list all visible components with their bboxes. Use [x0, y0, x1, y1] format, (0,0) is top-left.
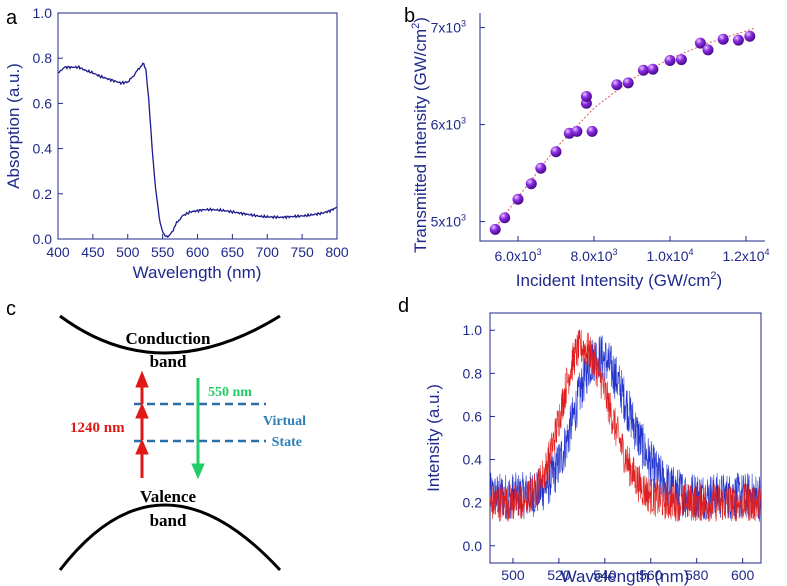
- chart-a-xtick-label: 750: [290, 244, 314, 260]
- chart-a-ylabel: Absorption (a.u.): [4, 63, 23, 189]
- chart-d-frame: [489, 312, 762, 564]
- chart-a-absorption-line: [57, 62, 338, 239]
- conduction-label: Conduction: [125, 329, 211, 348]
- chart-a-xtick-label: 600: [186, 244, 210, 260]
- chart-b-point: [637, 64, 649, 76]
- state-label: State: [272, 435, 302, 450]
- pump-wavelength-label: 1240 nm: [70, 420, 125, 436]
- conduction-band-curve: [59, 314, 281, 355]
- chart-b-point: [647, 63, 659, 75]
- band-diagram: Conduction band Valence band Virtual Sta…: [58, 314, 306, 572]
- chart-b-ytick-label: 6x103: [431, 116, 466, 133]
- chart-a-ytick-label: 0.8: [33, 50, 53, 66]
- chart-d-ytick-label: 1.0: [463, 322, 483, 338]
- chart-d-xtick-label: 580: [685, 567, 709, 583]
- panel-label-a: a: [6, 7, 18, 29]
- panel-label-d: d: [398, 295, 409, 317]
- chart-d: Wavelength (nm) Intensity (a.u.) 500 520 5…: [424, 312, 762, 586]
- chart-b-point: [586, 125, 598, 137]
- panel-label-c: c: [6, 298, 16, 320]
- chart-b-point: [675, 54, 687, 66]
- chart-a-xlabel: Wavelength (nm): [133, 263, 262, 282]
- chart-b-xtick-label: 1.2x104: [722, 247, 769, 264]
- chart-b-point: [571, 125, 583, 137]
- chart-a-xtick-label: 500: [116, 244, 140, 260]
- panel-label-b: b: [404, 5, 415, 27]
- chart-a-ytick-label: 0.0: [33, 231, 53, 247]
- chart-b-xtick-label: 6.0x103: [494, 247, 541, 264]
- chart-d-ylabel: Intensity (a.u.): [424, 384, 443, 492]
- chart-a-frame: [57, 12, 338, 240]
- chart-b-point: [702, 44, 714, 56]
- chart-a-xtick-label: 550: [151, 244, 175, 260]
- chart-b-point: [499, 212, 511, 224]
- chart-a: Wavelength (nm) Absorption (a.u.) 400 450…: [4, 5, 349, 282]
- chart-a-xtick-label: 650: [221, 244, 245, 260]
- chart-b-point: [489, 223, 501, 235]
- virtual-label: Virtual: [263, 414, 306, 429]
- chart-b-point: [694, 37, 706, 49]
- chart-b-axes: [479, 13, 765, 242]
- chart-a-xtick-label: 400: [46, 244, 70, 260]
- chart-d-xtick-label: 520: [547, 567, 571, 583]
- chart-d-red-line: [489, 329, 762, 523]
- chart-b-ylabel: Transmitted Intensity (GW/cm2): [410, 17, 430, 253]
- chart-d-ytick-label: 0.0: [463, 538, 483, 554]
- chart-a-ytick-label: 0.4: [33, 141, 53, 157]
- chart-b-xlabel: Incident Intensity (GW/cm2): [516, 270, 722, 290]
- chart-d-xtick-label: 500: [501, 567, 525, 583]
- chart-b-point: [512, 193, 524, 205]
- chart-b-point: [550, 146, 562, 158]
- chart-a-xtick-label: 700: [256, 244, 280, 260]
- chart-b-point: [580, 90, 592, 102]
- chart-b-point: [732, 34, 744, 46]
- chart-d-ytick-label: 0.2: [463, 495, 483, 511]
- chart-b-point: [525, 178, 537, 190]
- chart-d-xtick-label: 560: [639, 567, 663, 583]
- chart-a-xtick-label: 800: [325, 244, 349, 260]
- chart-b-point: [611, 79, 623, 91]
- chart-b-fit-line: [490, 28, 754, 234]
- emission-arrow: [191, 378, 205, 480]
- chart-d-xtick-label: 540: [593, 567, 617, 583]
- valence-label: Valence: [140, 487, 196, 506]
- chart-a-xtick-label: 450: [81, 244, 105, 260]
- conduction-band-label: band: [150, 352, 187, 371]
- chart-d-xlabel: Wavelength (nm): [561, 567, 690, 586]
- valence-band-label: band: [150, 511, 187, 530]
- chart-b-point: [622, 77, 634, 89]
- chart-b-ytick-label: 5x103: [431, 213, 466, 230]
- chart-b: Incident Intensity (GW/cm2) Transmitted …: [410, 13, 770, 290]
- valence-band-curve: [58, 503, 282, 572]
- chart-a-ytick-label: 0.6: [33, 95, 53, 111]
- chart-d-xtick-label: 600: [731, 567, 755, 583]
- chart-d-ytick-label: 0.4: [463, 452, 483, 468]
- chart-b-xtick-label: 1.0x104: [646, 247, 693, 264]
- chart-b-point: [664, 55, 676, 67]
- chart-b-point: [535, 162, 547, 174]
- chart-a-ytick-label: 0.2: [33, 186, 53, 202]
- chart-b-ytick-label: 7x103: [431, 19, 466, 36]
- chart-b-point: [717, 33, 729, 45]
- pump-arrows: [135, 370, 149, 478]
- chart-d-ytick-label: 0.8: [463, 365, 483, 381]
- chart-b-point: [744, 30, 756, 42]
- chart-b-xtick-label: 8.0x103: [570, 247, 617, 264]
- emission-wavelength-label: 550 nm: [208, 385, 252, 400]
- chart-a-ytick-label: 1.0: [33, 5, 53, 21]
- chart-d-ytick-label: 0.6: [463, 408, 483, 424]
